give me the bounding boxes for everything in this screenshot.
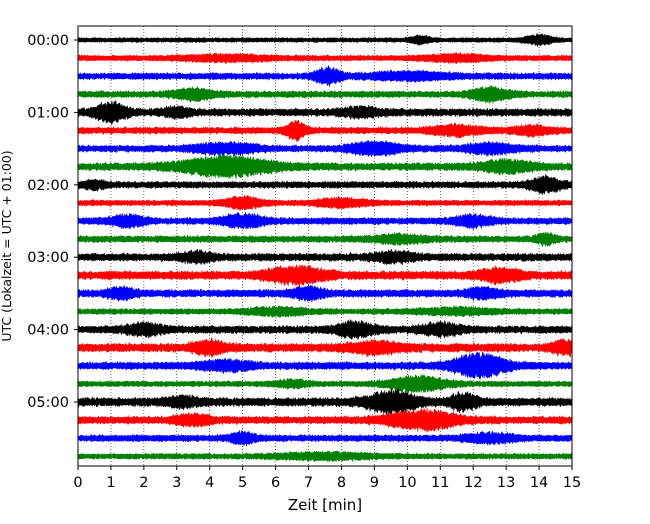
- x-tick-label: 15: [563, 475, 581, 491]
- y-tick-label: 04:00: [27, 323, 69, 339]
- y-tick-label: 03:00: [27, 250, 69, 266]
- y-axis-ticks: 00:00 01:00 02:00 03:00 04:00 05:00: [27, 33, 78, 411]
- x-tick-label: 1: [106, 475, 115, 491]
- x-tick-label: 10: [398, 475, 416, 491]
- x-tick-label: 13: [497, 475, 515, 491]
- x-tick-label: 9: [370, 475, 379, 491]
- plot-frame: [77, 25, 573, 467]
- x-tick-label: 5: [238, 475, 247, 491]
- trace-group: [77, 33, 573, 463]
- x-axis-ticks: 0 1 2 3 4 5 6 7 8 9 10 11 12 13 14 15: [73, 466, 581, 491]
- x-axis-label: Zeit [min]: [288, 496, 362, 514]
- x-tick-label: 14: [530, 475, 548, 491]
- x-tick-label: 6: [271, 475, 280, 491]
- x-tick-label: 11: [431, 475, 449, 491]
- x-tick-label: 0: [73, 475, 82, 491]
- x-tick-label: 2: [139, 475, 148, 491]
- x-tick-label: 3: [172, 475, 181, 491]
- x-tick-label: 4: [205, 475, 214, 491]
- y-tick-label: 00:00: [27, 33, 69, 49]
- y-tick-label: 02:00: [27, 178, 69, 194]
- y-axis-label: UTC (Lokalzeit = UTC + 01:00): [0, 150, 14, 341]
- y-tick-label: 01:00: [27, 105, 69, 121]
- y-tick-label: 05:00: [27, 395, 69, 411]
- x-tick-label: 12: [464, 475, 482, 491]
- x-tick-label: 7: [304, 475, 313, 491]
- x-tick-label: 8: [337, 475, 346, 491]
